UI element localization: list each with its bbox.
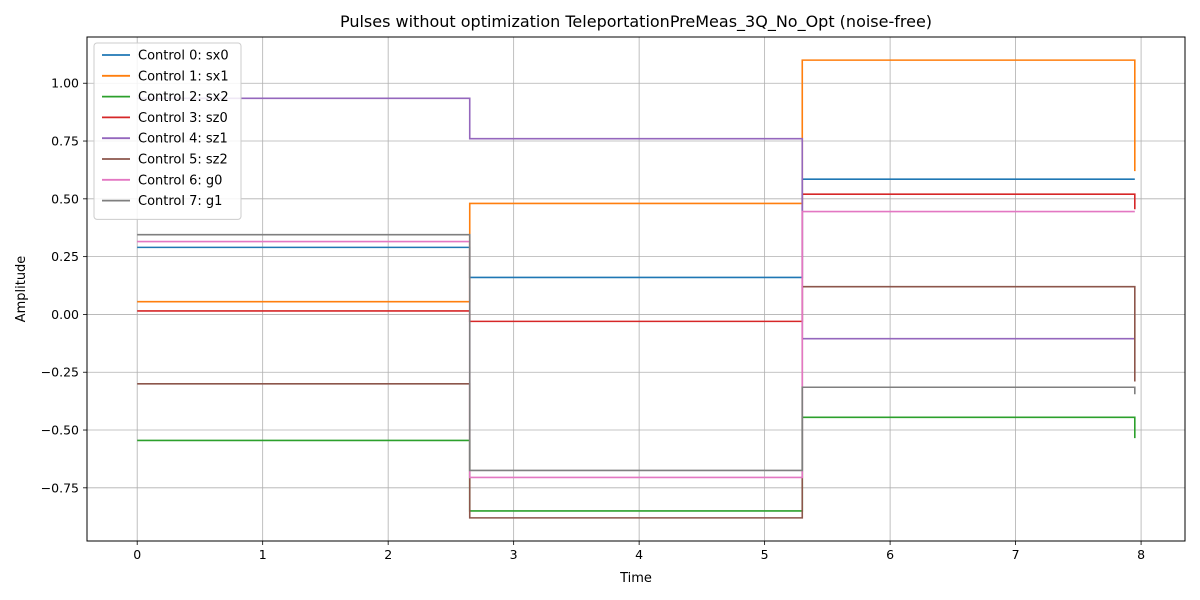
y-tick-label: 1.00 [51,76,79,91]
y-tick-label: 0.75 [51,134,79,149]
series-line-control-0 [137,178,1135,279]
legend-entry-label: Control 1: sx1 [138,69,229,84]
chart-title: Pulses without optimization Teleportatio… [340,12,932,32]
series-lines [137,59,1136,519]
x-axis-label: Time [619,571,652,586]
legend-entry-label: Control 5: sz2 [138,153,228,168]
x-tick-label: 6 [886,547,894,562]
plot-frame [86,36,1186,542]
y-tick-label: −0.50 [41,423,79,438]
legend-entry-label: Control 4: sz1 [138,132,228,147]
x-tick-label: 3 [510,547,518,562]
y-tick-label: 0.25 [51,249,79,264]
legend-entry-label: Control 6: g0 [138,173,222,188]
y-tick-label: 0.00 [51,307,79,322]
legend-entry-label: Control 0: sx0 [138,49,229,64]
grid [87,37,1185,541]
legend-box [93,42,242,220]
x-tick-label: 2 [384,547,392,562]
series-line-control-7 [137,233,1136,472]
x-tick-label: 4 [635,547,643,562]
legend-entry-label: Control 2: sx2 [138,90,229,105]
x-tick-label: 1 [259,547,267,562]
y-tick-label: −0.75 [41,480,79,495]
series-line-control-4 [137,97,1135,340]
legend-entry-label: Control 3: sz0 [138,111,228,126]
axis-ticks: 0 1 2 3 4 5 6 7 8 −0.75 −0.50 −0.25 0.00 0.25 0.50 0.75… [41,76,1145,562]
y-axis-label: Amplitude [14,256,29,323]
legend: Control 0: sx0 Control 1: sx1 Control 2: s… [93,42,242,220]
x-tick-label: 8 [1137,547,1145,562]
y-tick-label: −0.25 [41,365,79,380]
x-tick-label: 7 [1012,547,1020,562]
series-line-control-6 [137,210,1135,479]
x-tick-label: 5 [761,547,769,562]
legend-entry-label: Control 7: g1 [138,194,222,209]
x-tick-label: 0 [133,547,141,562]
y-tick-label: 0.50 [51,191,79,206]
